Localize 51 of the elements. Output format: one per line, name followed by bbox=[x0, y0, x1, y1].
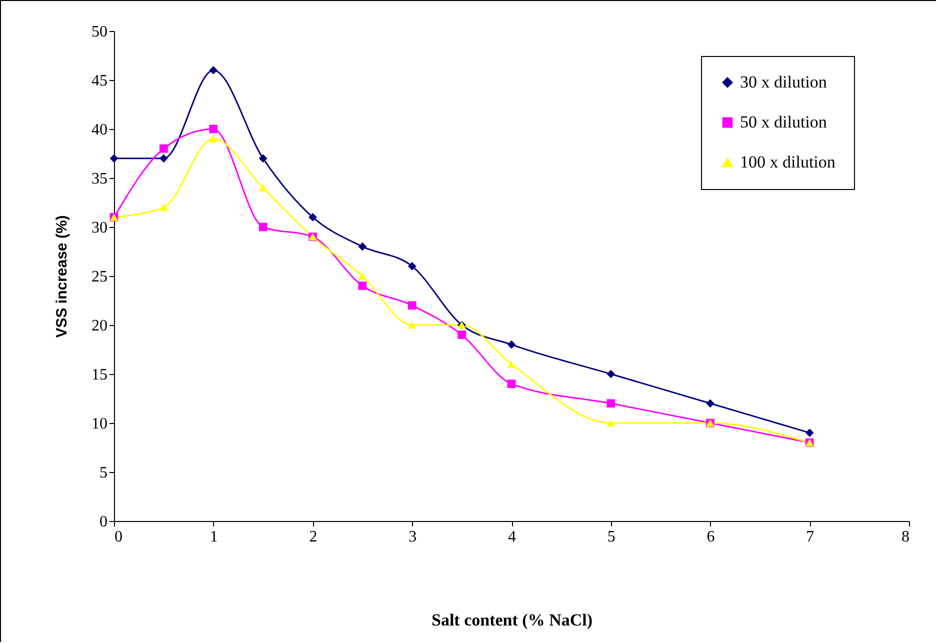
point bbox=[209, 124, 218, 134]
x-axis-title: Salt content (% NaCl) bbox=[431, 610, 593, 630]
point bbox=[258, 154, 268, 163]
point bbox=[507, 360, 516, 368]
point bbox=[408, 262, 416, 270]
point bbox=[408, 321, 416, 329]
x-tick-label: 5 bbox=[607, 528, 616, 546]
y-tick-label: 20 bbox=[92, 318, 108, 334]
point bbox=[160, 204, 168, 212]
y-tick-label: 40 bbox=[92, 122, 108, 138]
x-tick-label: 3 bbox=[408, 528, 417, 546]
legend-label: 100 x dilution bbox=[740, 152, 836, 172]
point bbox=[706, 399, 714, 408]
point bbox=[308, 213, 317, 222]
point bbox=[258, 222, 268, 232]
point bbox=[507, 340, 516, 349]
x-tick-label: 0 bbox=[114, 528, 122, 546]
legend-label: 30 x dilution bbox=[740, 72, 828, 92]
point bbox=[358, 242, 367, 251]
y-tick-label: 10 bbox=[92, 416, 108, 432]
y-tick-label: 25 bbox=[92, 268, 108, 286]
point bbox=[805, 428, 814, 437]
point bbox=[606, 399, 616, 408]
point bbox=[507, 380, 516, 388]
x-tick-label: 1 bbox=[210, 528, 218, 546]
x-tick-label: 2 bbox=[309, 528, 318, 546]
x-tick-label: 4 bbox=[508, 528, 516, 546]
y-tick-label: 30 bbox=[92, 220, 108, 236]
point bbox=[209, 66, 218, 74]
point bbox=[358, 272, 367, 280]
point bbox=[606, 419, 616, 427]
point bbox=[606, 370, 616, 378]
point bbox=[408, 301, 416, 310]
point bbox=[209, 135, 218, 142]
x-tick-label: 7 bbox=[806, 528, 814, 546]
point bbox=[110, 154, 118, 163]
point bbox=[458, 330, 466, 339]
point bbox=[160, 144, 168, 153]
point bbox=[258, 184, 268, 192]
y-tick-label: 45 bbox=[92, 72, 108, 90]
y-tick-label: 5 bbox=[100, 464, 108, 482]
x-tick-label: 8 bbox=[902, 528, 910, 546]
y-tick-label: 0 bbox=[100, 514, 108, 530]
legend-label: 50 x dilution bbox=[740, 112, 828, 132]
point bbox=[160, 154, 168, 163]
point bbox=[358, 282, 367, 290]
x-tick-label: 6 bbox=[706, 528, 715, 546]
y-axis-title: VSS increase (%) bbox=[54, 215, 70, 338]
y-tick-label: 35 bbox=[92, 170, 108, 188]
y-tick-label: 50 bbox=[92, 24, 108, 40]
y-tick-label: 15 bbox=[92, 366, 108, 384]
